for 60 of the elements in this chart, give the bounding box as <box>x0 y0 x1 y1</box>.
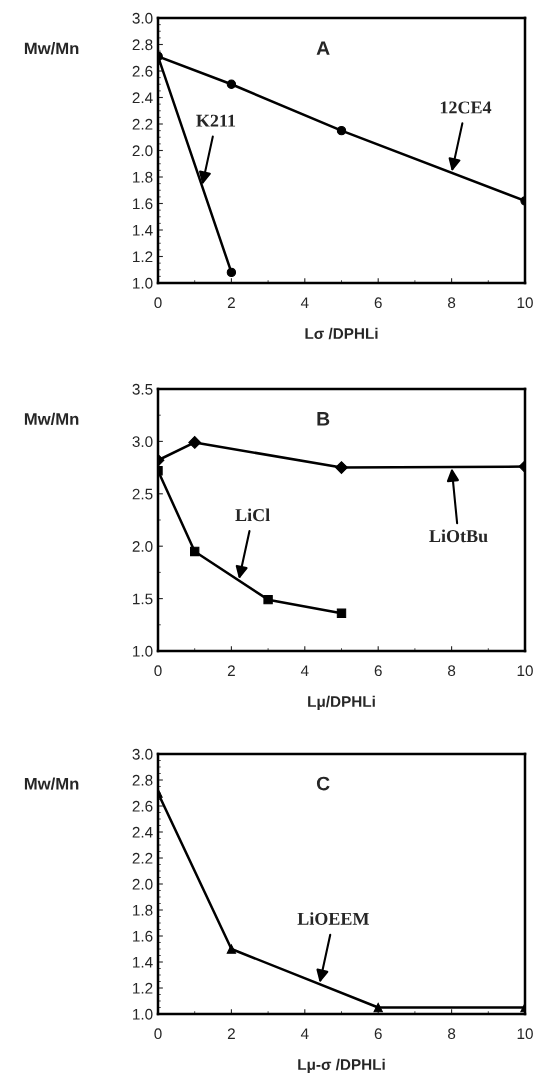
x-tick-label: 6 <box>374 297 382 309</box>
x-axis-title: Lμ-σ /DPHLi <box>298 1058 385 1073</box>
x-tick-label: 8 <box>448 1028 456 1040</box>
y-tick-label: 2.2 <box>132 852 153 864</box>
y-tick-label: 2.8 <box>132 774 153 786</box>
y-tick-label: 1.4 <box>133 957 153 968</box>
x-tick-label: 6 <box>374 1028 382 1040</box>
y-tick-label: 1.8 <box>133 171 153 183</box>
x-axis-title: Lσ /DPHLi <box>305 327 378 340</box>
x-tick-label: 6 <box>374 665 382 677</box>
y-tick-label: 1.2 <box>133 982 153 994</box>
y-tick-label: 2.5 <box>132 488 153 500</box>
x-tick-label: 8 <box>448 297 456 309</box>
y-axis-title: Mw/Mn <box>24 42 79 55</box>
x-tick-label: 0 <box>154 1028 162 1040</box>
y-tick-label: 1.2 <box>133 251 153 263</box>
x-tick-label: 4 <box>300 297 309 308</box>
y-tick-label: 1.4 <box>133 225 153 236</box>
y-tick-label: 1.0 <box>133 277 153 289</box>
y-tick-label: 3.0 <box>132 12 153 24</box>
text: B <box>317 412 330 426</box>
y-tick-label: 1.6 <box>133 930 153 942</box>
y-axis-title: Mw/Mn <box>24 777 79 790</box>
x-tick-label: 0 <box>154 297 162 309</box>
y-tick-label: 3.0 <box>132 436 153 448</box>
text: 12CE4 <box>440 101 492 114</box>
text: A <box>316 41 330 55</box>
text: LiOEEM <box>297 912 369 925</box>
x-tick-label: 2 <box>227 1028 235 1039</box>
y-tick-label: 3.0 <box>132 748 153 760</box>
x-tick-label: 2 <box>227 297 235 308</box>
y-tick-label: 2.4 <box>132 826 153 838</box>
x-tick-label: 4 <box>300 665 309 676</box>
x-tick-label: 0 <box>154 665 162 677</box>
y-tick-label: 2.8 <box>132 39 153 51</box>
y-tick-label: 2.0 <box>132 878 153 890</box>
y-tick-label: 1.0 <box>133 1008 153 1020</box>
text: C <box>316 776 330 791</box>
x-tick-label: 10 <box>517 665 533 677</box>
y-tick-label: 1.6 <box>133 198 153 210</box>
y-tick-label: 2.6 <box>132 65 153 77</box>
text: LiOtBu <box>429 529 488 543</box>
x-tick-label: 2 <box>227 665 235 676</box>
y-tick-label: 2.0 <box>132 541 153 552</box>
y-tick-label: 1.8 <box>133 904 153 916</box>
series-label: K211 <box>196 114 236 127</box>
y-tick-label: 2.6 <box>132 800 153 812</box>
y-tick-label: 2.0 <box>132 145 153 157</box>
x-tick-label: 4 <box>300 1028 309 1039</box>
y-tick-label: 1.5 <box>133 593 153 605</box>
text: LiCl <box>235 508 270 522</box>
x-tick-label: 10 <box>517 1028 533 1040</box>
y-axis-title: Mw/Mn <box>24 412 79 426</box>
x-tick-label: 10 <box>517 297 533 309</box>
y-tick-label: 1.0 <box>133 645 153 657</box>
y-tick-label: 2.2 <box>132 118 153 130</box>
y-tick-label: 3.5 <box>132 383 153 395</box>
x-tick-label: 8 <box>448 665 456 677</box>
x-axis-title: Lμ/DPHLi <box>308 695 375 710</box>
y-tick-label: 2.4 <box>132 92 153 104</box>
